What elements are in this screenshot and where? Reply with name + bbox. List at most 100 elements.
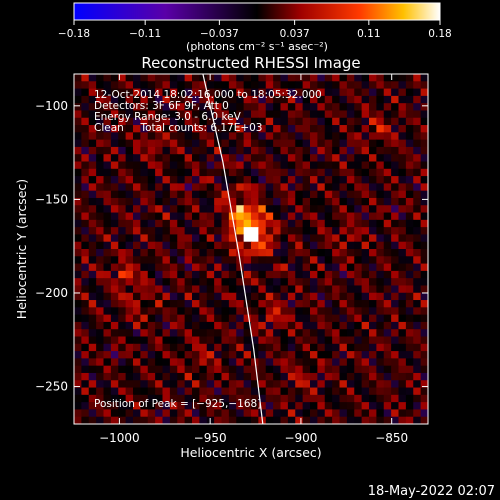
heatmap-cell [273, 292, 282, 301]
heatmap-cell [81, 197, 90, 206]
heatmap-cell [273, 110, 282, 119]
heatmap-cell [110, 321, 119, 330]
heatmap-cell [346, 307, 355, 316]
heatmap-cell [243, 409, 252, 418]
heatmap-cell [420, 197, 428, 206]
heatmap-cell [413, 256, 422, 265]
heatmap-cell [273, 183, 282, 192]
heatmap-cell [302, 372, 311, 381]
heatmap-cell [258, 402, 267, 411]
heatmap-cell [88, 321, 97, 330]
heatmap-cell [81, 343, 90, 352]
heatmap-cell [155, 161, 164, 170]
heatmap-cell [228, 314, 237, 323]
heatmap-cell [391, 278, 400, 287]
heatmap-cell [376, 88, 385, 97]
heatmap-cell [420, 168, 428, 177]
heatmap-cell [339, 219, 348, 228]
heatmap-cell [295, 125, 304, 133]
heatmap-cell [96, 307, 105, 316]
heatmap-cell [243, 219, 252, 228]
heatmap-cell [125, 336, 134, 345]
heatmap-cell [236, 139, 245, 148]
heatmap-cell [420, 365, 428, 374]
heatmap-cell [221, 387, 230, 396]
heatmap-cell [361, 234, 370, 243]
heatmap-cell [81, 416, 90, 424]
heatmap-cell [324, 300, 333, 308]
heatmap-cell [147, 110, 156, 119]
heatmap-cell [332, 358, 341, 367]
heatmap-cell [228, 263, 237, 272]
heatmap-cell [265, 81, 274, 90]
heatmap-cell [310, 270, 318, 279]
heatmap-cell [383, 117, 392, 126]
heatmap-cell [273, 81, 282, 90]
heatmap-cell [243, 402, 252, 411]
heatmap-cell [81, 81, 90, 90]
heatmap-cell [413, 402, 422, 411]
heatmap-cell [133, 256, 141, 265]
heatmap-cell [265, 168, 274, 177]
heatmap-cell [162, 219, 171, 228]
heatmap-cell [162, 336, 171, 345]
heatmap-cell [206, 183, 215, 192]
heatmap-cell [273, 74, 282, 82]
heatmap-cell [199, 256, 208, 265]
heatmap-cell [192, 103, 200, 112]
heatmap-cell [228, 336, 237, 345]
heatmap-cell [258, 197, 267, 206]
heatmap-cell [383, 336, 392, 345]
heatmap-cell [236, 183, 245, 192]
heatmap-cell [118, 117, 127, 126]
heatmap-cell [295, 372, 304, 381]
axis-ticks: −1000 −950 −900 −850−100−150−200−250 [35, 74, 428, 445]
heatmap-cell [317, 197, 326, 206]
heatmap-cell [273, 132, 282, 141]
heatmap-cell [184, 314, 193, 323]
heatmap-cell [243, 263, 252, 272]
heatmap-cell [133, 88, 141, 97]
heatmap-cell [251, 146, 259, 155]
heatmap-cell [236, 125, 245, 133]
heatmap-cell [169, 292, 178, 301]
heatmap-cell [339, 314, 348, 323]
heatmap-cell [236, 176, 245, 184]
heatmap-cell [103, 154, 112, 163]
heatmap-cell [206, 154, 215, 163]
heatmap-cell [265, 132, 274, 141]
heatmap-cell [147, 117, 156, 126]
heatmap-cell [420, 117, 428, 126]
heatmap-cell [184, 197, 193, 206]
heatmap-cell [140, 212, 149, 221]
heatmap-cell [125, 402, 134, 411]
heatmap-cell [133, 110, 141, 119]
heatmap-cell [369, 409, 377, 418]
heatmap-cell [265, 292, 274, 301]
heatmap-cell [199, 300, 208, 308]
heatmap-cell [81, 372, 90, 381]
heatmap-cell [228, 154, 237, 163]
heatmap-cell [221, 292, 230, 301]
heatmap-cell [110, 88, 119, 97]
heatmap-cell [265, 387, 274, 396]
heatmap-cell [81, 307, 90, 316]
heatmap-cell [133, 329, 141, 338]
heatmap-cell [369, 292, 377, 301]
heatmap-cell [110, 74, 119, 82]
heatmap-cell [199, 380, 208, 389]
heatmap-cell [339, 351, 348, 359]
heatmap-cell [391, 372, 400, 381]
heatmap-cell [103, 117, 112, 126]
heatmap-cell [169, 212, 178, 221]
heatmap-cell [317, 278, 326, 287]
heatmap-cell [369, 95, 377, 104]
heatmap-cell [125, 285, 134, 294]
heatmap-cell [147, 81, 156, 90]
heatmap-cell [310, 241, 318, 250]
heatmap-cell [258, 139, 267, 148]
heatmap-cell [295, 351, 304, 359]
heatmap-cell [103, 380, 112, 389]
heatmap-cell [169, 110, 178, 119]
heatmap-cell [221, 88, 230, 97]
